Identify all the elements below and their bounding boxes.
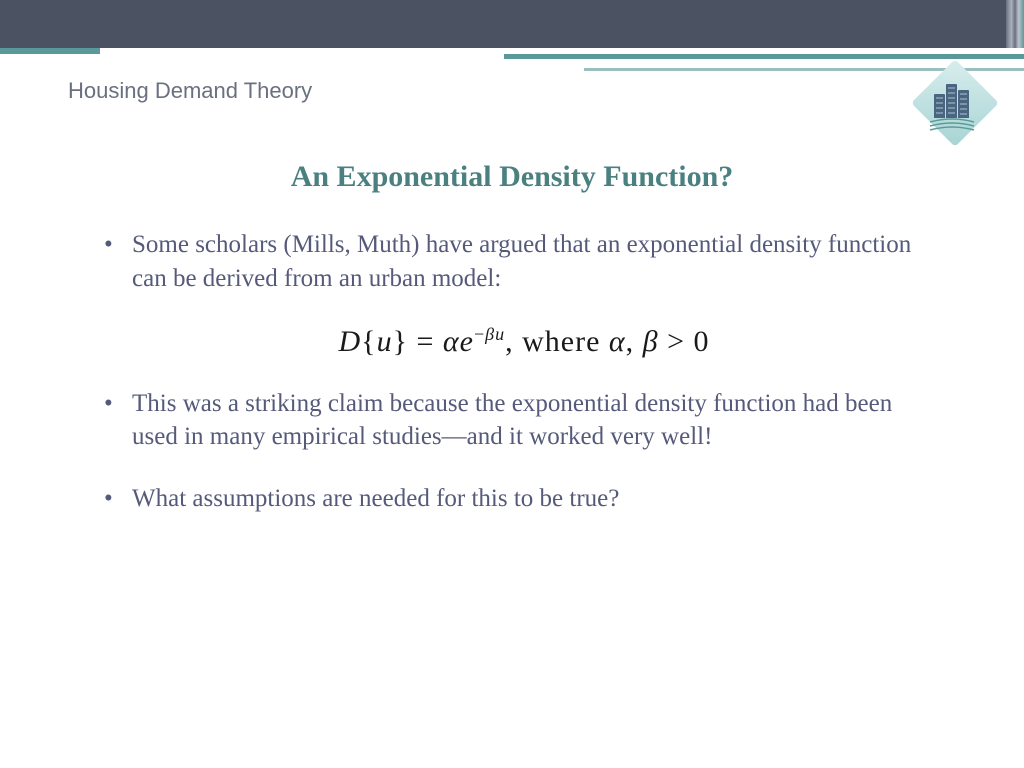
accent-line-right xyxy=(504,54,1024,59)
accent-line-left xyxy=(0,48,100,54)
header-band xyxy=(0,0,1024,48)
bullet-3: What assumptions are needed for this to … xyxy=(104,482,944,516)
logo-building-icon xyxy=(934,82,972,118)
content-body: Some scholars (Mills, Muth) have argued … xyxy=(104,228,944,544)
bullet-2: This was a striking claim because the ex… xyxy=(104,387,944,455)
header-edge-accent xyxy=(1006,0,1024,48)
equation-density-function: D{u} = αe−βu, where α, β > 0 xyxy=(104,324,944,359)
bullet-1: Some scholars (Mills, Muth) have argued … xyxy=(104,228,944,296)
logo-river-icon xyxy=(928,118,976,134)
document-title: Housing Demand Theory xyxy=(68,78,312,104)
slide-title: An Exponential Density Function? xyxy=(0,160,1024,194)
